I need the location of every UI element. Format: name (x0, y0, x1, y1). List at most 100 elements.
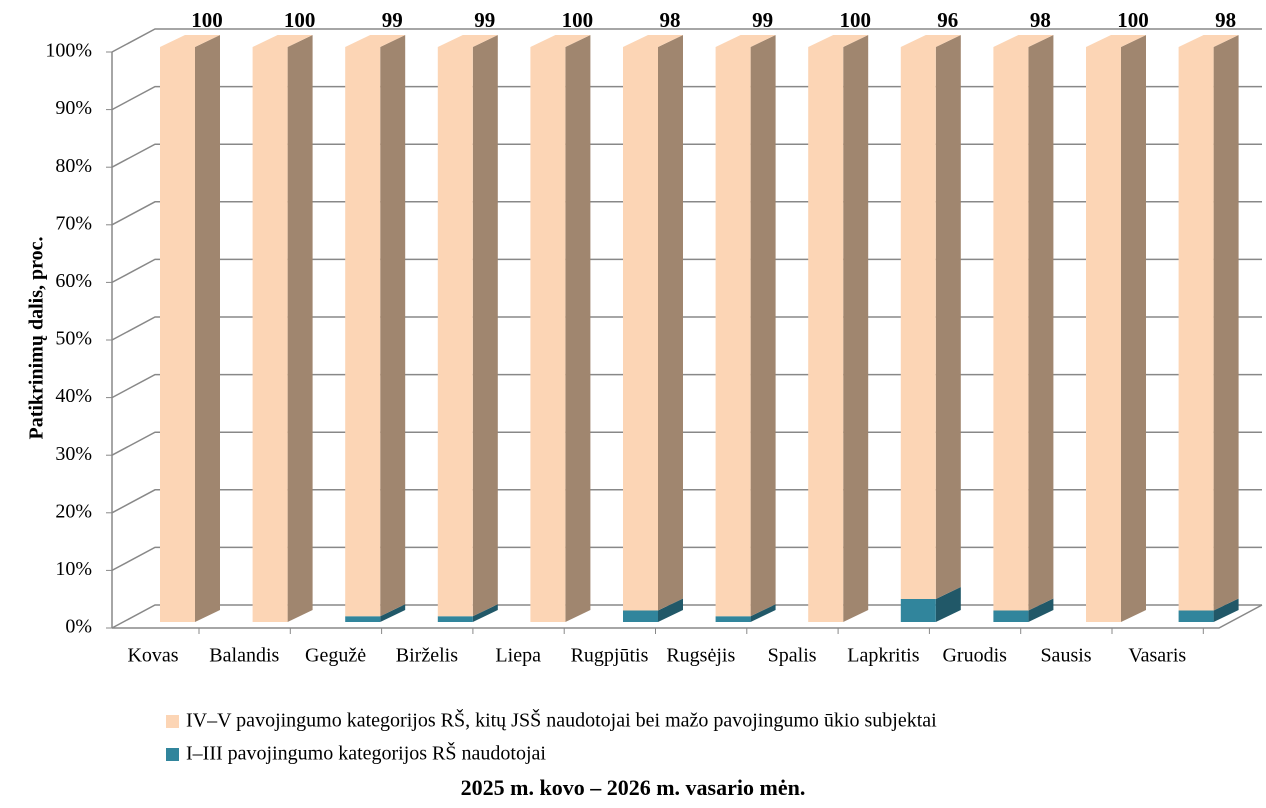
x-tick-label: Gegužė (305, 645, 366, 667)
grid-line (111, 28, 1262, 53)
x-tick-label: Lapkritis (847, 645, 919, 667)
bar (808, 47, 844, 622)
bar-top (252, 35, 313, 47)
grid-line (111, 604, 1262, 629)
grid-line (111, 258, 1262, 284)
value-label: 99 (474, 8, 495, 32)
legend-label: I–III pavojingumo kategorijos RŠ naudoto… (186, 741, 546, 765)
grid-line (111, 546, 1262, 572)
bar-side (750, 604, 776, 622)
bar-top (530, 35, 591, 47)
bar-side (195, 35, 220, 622)
x-tick-label: Liepa (495, 645, 541, 667)
bar-top (160, 35, 220, 47)
bar-top (715, 35, 776, 47)
y-tick-label: 60% (55, 270, 92, 292)
bar (993, 47, 1029, 611)
bar-top (1178, 35, 1239, 47)
value-label: 100 (839, 8, 871, 32)
grid-line (111, 431, 1262, 456)
bar (437, 47, 473, 617)
bar (900, 599, 936, 622)
y-tick-label: 80% (55, 155, 92, 177)
bar-top (623, 35, 683, 47)
x-tick-label: Spalis (768, 645, 817, 667)
bar-side (380, 604, 406, 622)
bar-side (1213, 35, 1239, 611)
bar-side (287, 35, 313, 622)
bar (900, 47, 936, 599)
bar (160, 47, 195, 622)
grid-line (111, 316, 1262, 341)
chart-title: 2025 m. kovo – 2026 m. vasario mėn. (461, 775, 806, 800)
grid-line (111, 143, 1262, 168)
value-label: 100 (1117, 8, 1149, 32)
bar-side (935, 587, 961, 622)
bar-side (843, 35, 869, 622)
x-tick-label: Sausis (1040, 645, 1091, 667)
value-label: 100 (562, 8, 594, 32)
y-tick-label: 70% (55, 212, 92, 234)
bar (623, 610, 658, 622)
y-tick-label: 100% (45, 40, 92, 62)
bar (1178, 47, 1214, 611)
bar-side (658, 598, 683, 622)
bar-side (380, 35, 406, 617)
bar-top (808, 35, 869, 47)
bar-side (472, 604, 498, 622)
bar (715, 47, 751, 617)
bar-side (1028, 598, 1054, 622)
x-tick-label: Kovas (127, 645, 178, 667)
bar (715, 616, 751, 622)
value-label: 96 (937, 8, 958, 32)
x-tick-label: Vasaris (1128, 645, 1186, 667)
bar (530, 47, 566, 622)
legend-swatch (166, 748, 179, 761)
y-tick-label: 20% (55, 500, 92, 522)
bar-side (565, 35, 591, 622)
y-axis-label: Patikrinimų dalis, proc. (26, 237, 48, 440)
y-tick-label: 40% (55, 385, 92, 407)
x-tick-label: Rugpjūtis (571, 645, 649, 667)
grid-line (111, 489, 1262, 514)
floor-edge (112, 604, 1263, 629)
grid-line (111, 373, 1262, 399)
y-tick-label: 10% (55, 558, 92, 580)
y-tick-label: 30% (55, 443, 92, 465)
bar-top (993, 35, 1054, 47)
value-label: 99 (382, 8, 403, 32)
bar-side (472, 35, 498, 617)
value-label: 98 (1030, 8, 1051, 32)
legend-label: IV–V pavojingumo kategorijos RŠ, kitų JS… (186, 708, 937, 732)
value-label: 99 (752, 8, 773, 32)
bar-top (900, 35, 961, 47)
bar-top (345, 35, 406, 47)
bar (252, 47, 288, 622)
bar-side (750, 35, 776, 617)
bar (345, 616, 381, 622)
grid-line (111, 201, 1262, 226)
bar (437, 616, 473, 622)
value-label: 98 (1215, 8, 1236, 32)
x-tick-label: Rugsėjis (666, 645, 735, 667)
bar-side (1121, 35, 1146, 622)
value-label: 98 (660, 8, 681, 32)
bar-side (1213, 598, 1239, 622)
legend-swatch (166, 715, 179, 728)
bar (345, 47, 381, 617)
x-tick-label: Birželis (396, 645, 458, 667)
value-label: 100 (191, 8, 223, 32)
bar (623, 47, 658, 611)
bar-side (658, 35, 683, 611)
x-tick-label: Balandis (209, 645, 279, 667)
y-tick-label: 50% (55, 328, 92, 350)
x-tick-label: Gruodis (942, 645, 1007, 667)
y-tick-label: 0% (65, 616, 92, 638)
bar-top (1086, 35, 1146, 47)
bar (993, 610, 1029, 622)
bar-side (1028, 35, 1054, 611)
grid-line (111, 85, 1262, 111)
bar (1086, 47, 1121, 622)
bar (1178, 610, 1214, 622)
